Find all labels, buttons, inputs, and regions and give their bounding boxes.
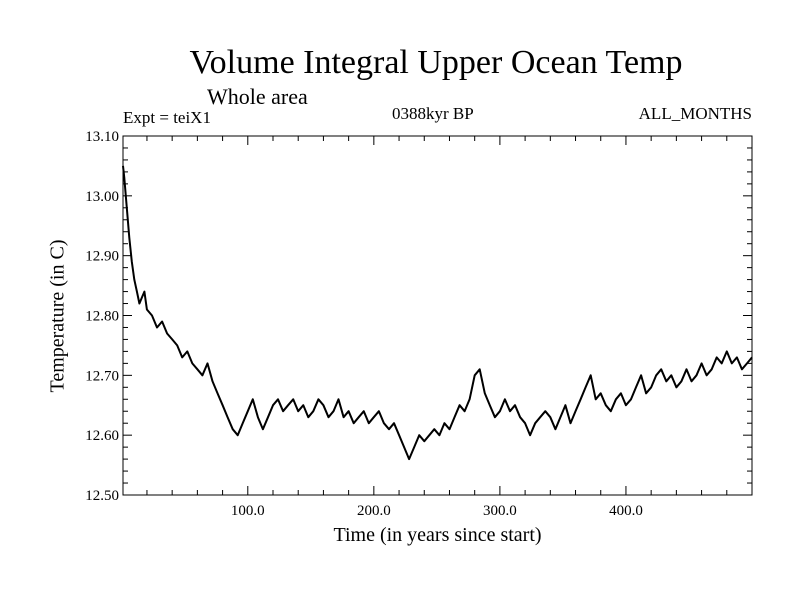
chart-title: Volume Integral Upper Ocean Temp bbox=[189, 44, 683, 81]
chart-subtitle: Whole area bbox=[207, 84, 308, 109]
x-tick-label: 400.0 bbox=[609, 503, 643, 519]
x-tick-label: 300.0 bbox=[483, 503, 517, 519]
y-tick-label: 13.00 bbox=[85, 189, 119, 205]
period-label: 0388kyr BP bbox=[392, 104, 474, 123]
series-line bbox=[122, 165, 753, 461]
y-tick-label: 13.10 bbox=[85, 129, 119, 145]
experiment-label: Expt = teiX1 bbox=[123, 108, 211, 127]
x-tick-label: 200.0 bbox=[357, 503, 391, 519]
y-tick-label: 12.80 bbox=[85, 309, 119, 325]
y-tick-label: 12.50 bbox=[85, 488, 119, 504]
y-tick-label: 12.60 bbox=[85, 428, 119, 444]
y-tick-label: 12.90 bbox=[85, 249, 119, 265]
months-label: ALL_MONTHS bbox=[638, 104, 752, 123]
x-axis-label: Time (in years since start) bbox=[333, 524, 542, 546]
y-tick-label: 12.70 bbox=[85, 368, 119, 384]
x-tick-label: 100.0 bbox=[231, 503, 265, 519]
plot-frame bbox=[122, 135, 753, 496]
